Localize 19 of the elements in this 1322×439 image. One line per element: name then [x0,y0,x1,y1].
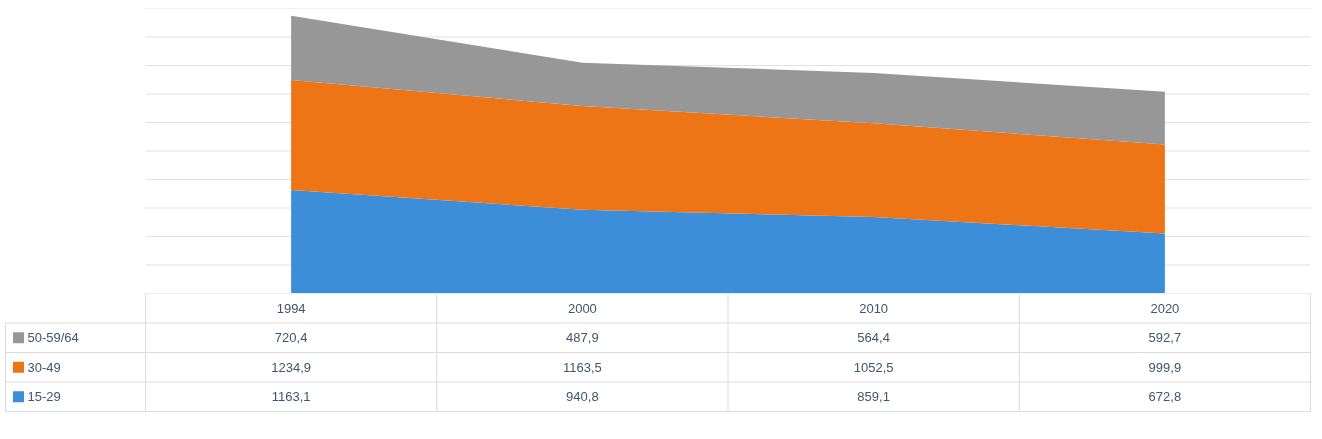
data-label: 1052,5 [853,359,894,375]
x-tick-label: 2000 [567,300,597,316]
legend-label: 15-29 [27,389,61,405]
data-label: 720,4 [274,330,308,346]
legend-label: 50-59/64 [27,330,79,346]
data-label: 672,8 [1148,389,1182,405]
x-tick-label: 1994 [276,300,306,316]
data-label: 487,9 [566,330,599,346]
data-label: 1234,9 [271,359,312,375]
legend-label: 30-49 [27,359,61,375]
data-label: 1163,1 [271,389,311,405]
data-label: 999,9 [1148,359,1182,375]
data-label: 859,1 [857,389,890,405]
data-label: 940,8 [566,389,599,405]
data-label: 592,7 [1148,330,1182,346]
data-label: 1163,5 [562,359,602,375]
x-tick-label: 2020 [1150,300,1180,316]
data-label: 564,4 [857,330,890,346]
x-tick-label: 2010 [859,300,889,316]
